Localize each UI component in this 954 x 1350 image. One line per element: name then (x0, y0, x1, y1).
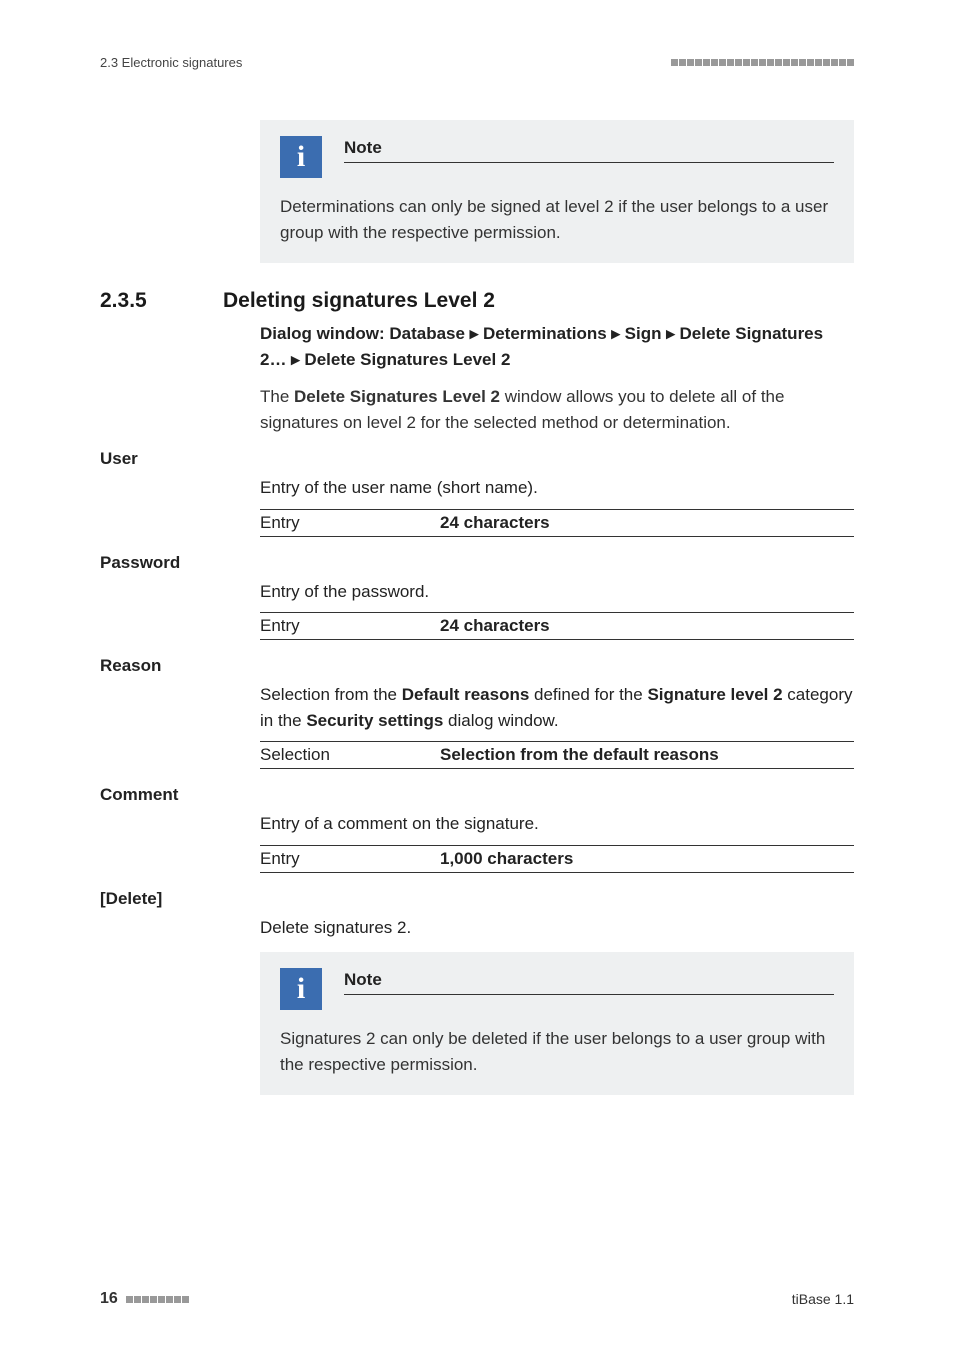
note-box-bottom: i Note Signatures 2 can only be deleted … (260, 952, 854, 1095)
footer-product: tiBase 1.1 (792, 1291, 854, 1307)
note-box-top: i Note Determinations can only be signed… (260, 120, 854, 263)
field-password-entry: Entry 24 characters (260, 612, 854, 640)
field-reason-entry: Selection Selection from the default rea… (260, 741, 854, 769)
field-comment-entry: Entry 1,000 characters (260, 845, 854, 873)
note-title: Note (344, 138, 834, 163)
note-body: Determinations can only be signed at lev… (280, 194, 834, 245)
section-number: 2.3.5 (100, 289, 195, 313)
field-reason-label: Reason (100, 656, 854, 676)
footer-ornament (126, 1296, 189, 1303)
field-comment-desc: Entry of a comment on the signature. (260, 811, 854, 837)
field-reason-desc: Selection from the Default reasons defin… (260, 682, 854, 733)
header-ornament (671, 59, 854, 66)
dialog-path: Dialog window: Database ▸ Determinations… (260, 321, 854, 372)
info-icon: i (280, 136, 322, 178)
note-title-2: Note (344, 970, 834, 995)
field-delete-label: [Delete] (100, 889, 854, 909)
field-password-desc: Entry of the password. (260, 579, 854, 605)
field-user-desc: Entry of the user name (short name). (260, 475, 854, 501)
field-password-label: Password (100, 553, 854, 573)
field-comment-label: Comment (100, 785, 854, 805)
info-icon: i (280, 968, 322, 1010)
header-section: 2.3 Electronic signatures (100, 55, 242, 70)
field-user-entry: Entry 24 characters (260, 509, 854, 537)
section-title: Deleting signatures Level 2 (223, 289, 495, 313)
field-delete-desc: Delete signatures 2. (260, 915, 854, 941)
page-number: 16 (100, 1290, 118, 1308)
section-intro: The Delete Signatures Level 2 window all… (260, 384, 854, 435)
field-user-label: User (100, 449, 854, 469)
note-body-2: Signatures 2 can only be deleted if the … (280, 1026, 834, 1077)
